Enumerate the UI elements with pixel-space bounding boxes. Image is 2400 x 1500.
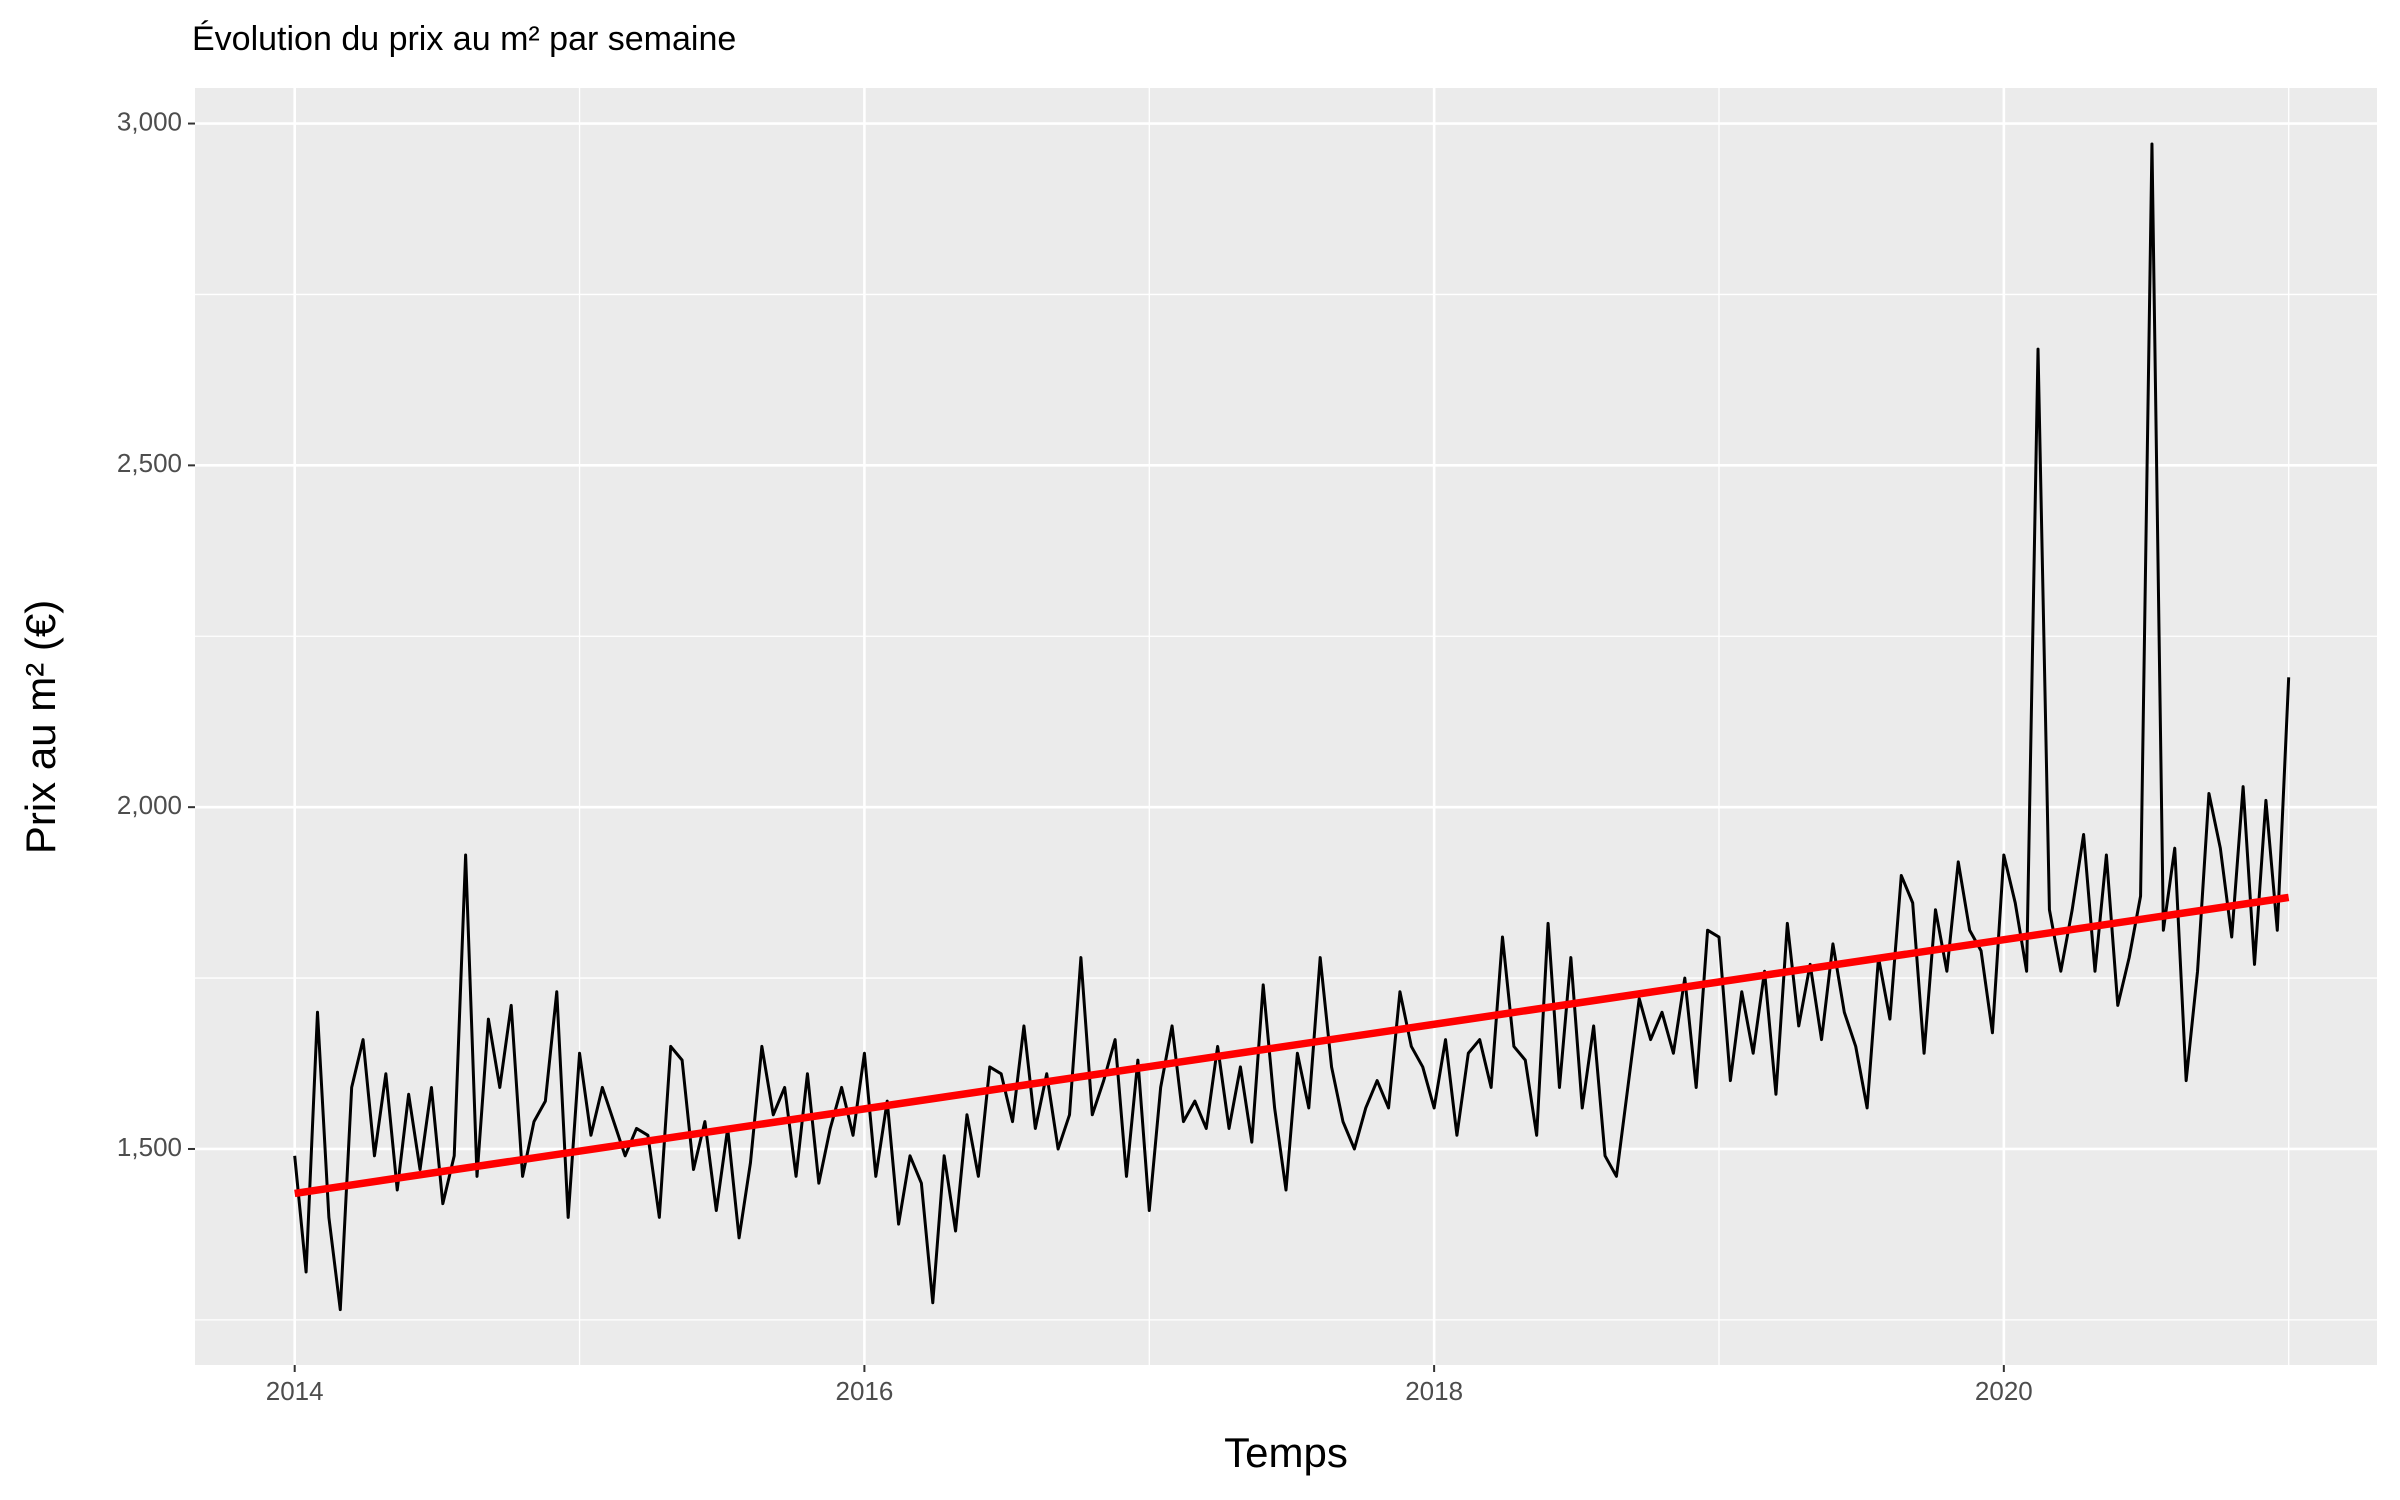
trend-line <box>294 893 2290 1198</box>
x-axis-title: Temps <box>1224 1429 1348 1476</box>
price-line <box>293 142 2291 1312</box>
x-tick-label: 2020 <box>1975 1376 2033 1406</box>
x-tick-label: 2018 <box>1405 1376 1463 1406</box>
y-tick-label: 3,000 <box>117 106 182 136</box>
y-tick-label: 2,500 <box>117 448 182 478</box>
y-tick-label: 2,000 <box>117 790 182 820</box>
x-tick-label: 2014 <box>266 1376 324 1406</box>
marks <box>293 142 2291 1312</box>
grid <box>195 88 2377 1365</box>
x-tick-label: 2016 <box>835 1376 893 1406</box>
y-tick-label: 1,500 <box>117 1132 182 1162</box>
y-axis-title: Prix au m² (€) <box>17 600 64 854</box>
chart-title: Évolution du prix au m² par semaine <box>192 20 736 58</box>
